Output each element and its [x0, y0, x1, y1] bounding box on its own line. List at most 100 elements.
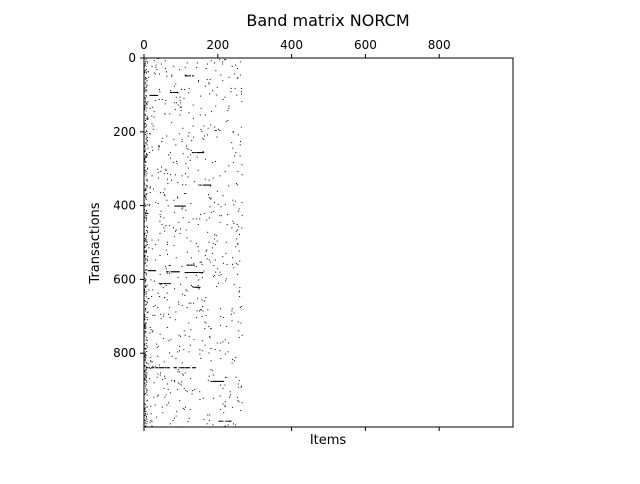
matrix-entry — [187, 421, 189, 423]
matrix-entry — [222, 262, 224, 264]
matrix-entry — [225, 252, 227, 254]
matrix-entry — [168, 352, 170, 354]
matrix-entry — [183, 205, 185, 207]
matrix-entry — [185, 163, 187, 165]
matrix-entry — [146, 350, 148, 352]
matrix-entry — [209, 336, 211, 338]
matrix-entry — [144, 169, 146, 171]
matrix-entry — [231, 406, 233, 408]
matrix-entry — [229, 391, 231, 393]
matrix-entry — [144, 259, 146, 261]
matrix-entry — [218, 282, 220, 284]
matrix-entry — [232, 162, 234, 164]
matrix-entry — [200, 184, 202, 186]
matrix-entry — [144, 65, 146, 67]
matrix-entry — [167, 313, 169, 315]
matrix-entry — [177, 271, 180, 273]
matrix-entry — [145, 205, 147, 207]
matrix-entry — [156, 346, 158, 348]
matrix-entry — [144, 98, 146, 100]
matrix-entry — [164, 230, 166, 232]
matrix-entry — [202, 310, 204, 312]
matrix-entry — [179, 114, 181, 116]
matrix-entry — [146, 284, 148, 286]
matrix-entry — [224, 376, 226, 378]
matrix-entry — [238, 226, 240, 228]
matrix-entry — [208, 419, 210, 421]
matrix-entry — [144, 105, 146, 107]
matrix-entry — [184, 205, 186, 207]
matrix-entry — [187, 156, 189, 158]
matrix-entry — [144, 150, 146, 152]
matrix-entry — [144, 279, 146, 281]
matrix-entry — [222, 256, 224, 258]
matrix-entry — [145, 376, 147, 378]
matrix-entry — [146, 235, 148, 237]
matrix-entry — [151, 65, 153, 67]
matrix-entry — [146, 389, 148, 391]
matrix-entry — [160, 313, 162, 315]
matrix-entry — [240, 141, 242, 143]
matrix-entry — [177, 104, 179, 106]
x-tick-label: 0 — [140, 38, 148, 52]
matrix-entry — [164, 188, 166, 190]
matrix-entry — [159, 255, 161, 257]
matrix-entry — [152, 314, 154, 316]
matrix-entry — [145, 296, 147, 298]
matrix-entry — [220, 74, 222, 76]
matrix-entry — [178, 367, 180, 369]
matrix-entry — [167, 183, 169, 185]
matrix-entry — [221, 380, 223, 382]
matrix-entry — [152, 106, 154, 108]
matrix-entry — [239, 307, 241, 309]
matrix-entry — [192, 152, 194, 154]
matrix-entry — [146, 362, 148, 364]
matrix-entry — [207, 380, 209, 382]
matrix-entry — [204, 255, 206, 257]
matrix-entry — [182, 127, 184, 129]
chart-title: Band matrix NORCM — [246, 11, 409, 30]
matrix-entry — [199, 114, 201, 116]
y-tick-label: 600 — [113, 272, 136, 286]
matrix-entry — [231, 310, 233, 312]
matrix-entry — [201, 299, 203, 301]
matrix-entry — [201, 261, 202, 263]
matrix-entry — [146, 168, 148, 170]
matrix-entry — [179, 106, 181, 108]
matrix-entry — [240, 385, 242, 387]
matrix-entry — [208, 259, 210, 261]
matrix-entry — [168, 272, 170, 274]
matrix-entry — [191, 367, 194, 369]
matrix-entry — [145, 81, 147, 83]
matrix-entry — [145, 293, 147, 295]
matrix-entry — [144, 300, 146, 302]
matrix-entry — [157, 307, 159, 309]
matrix-entry — [148, 363, 150, 365]
matrix-entry — [197, 152, 199, 154]
matrix-entry — [206, 423, 208, 425]
matrix-entry — [166, 404, 168, 406]
matrix-entry — [146, 215, 148, 217]
matrix-entry — [175, 257, 177, 259]
matrix-entry — [222, 380, 225, 382]
matrix-entry — [145, 300, 147, 302]
matrix-entry — [191, 152, 194, 154]
matrix-entry — [204, 114, 206, 116]
matrix-entry — [145, 69, 147, 71]
matrix-entry — [174, 417, 176, 419]
matrix-entry — [183, 97, 185, 99]
matrix-entry — [177, 205, 180, 207]
matrix-entry — [166, 241, 168, 243]
matrix-entry — [182, 205, 184, 207]
matrix-entry — [199, 349, 201, 351]
matrix-entry — [144, 373, 146, 375]
matrix-entry — [209, 185, 211, 187]
matrix-entry — [239, 296, 241, 297]
matrix-entry — [238, 401, 240, 403]
matrix-entry — [190, 149, 192, 151]
matrix-entry — [144, 403, 146, 405]
matrix-entry — [224, 204, 226, 206]
matrix-entry — [194, 152, 196, 154]
matrix-entry — [201, 272, 203, 274]
matrix-entry — [230, 91, 232, 93]
